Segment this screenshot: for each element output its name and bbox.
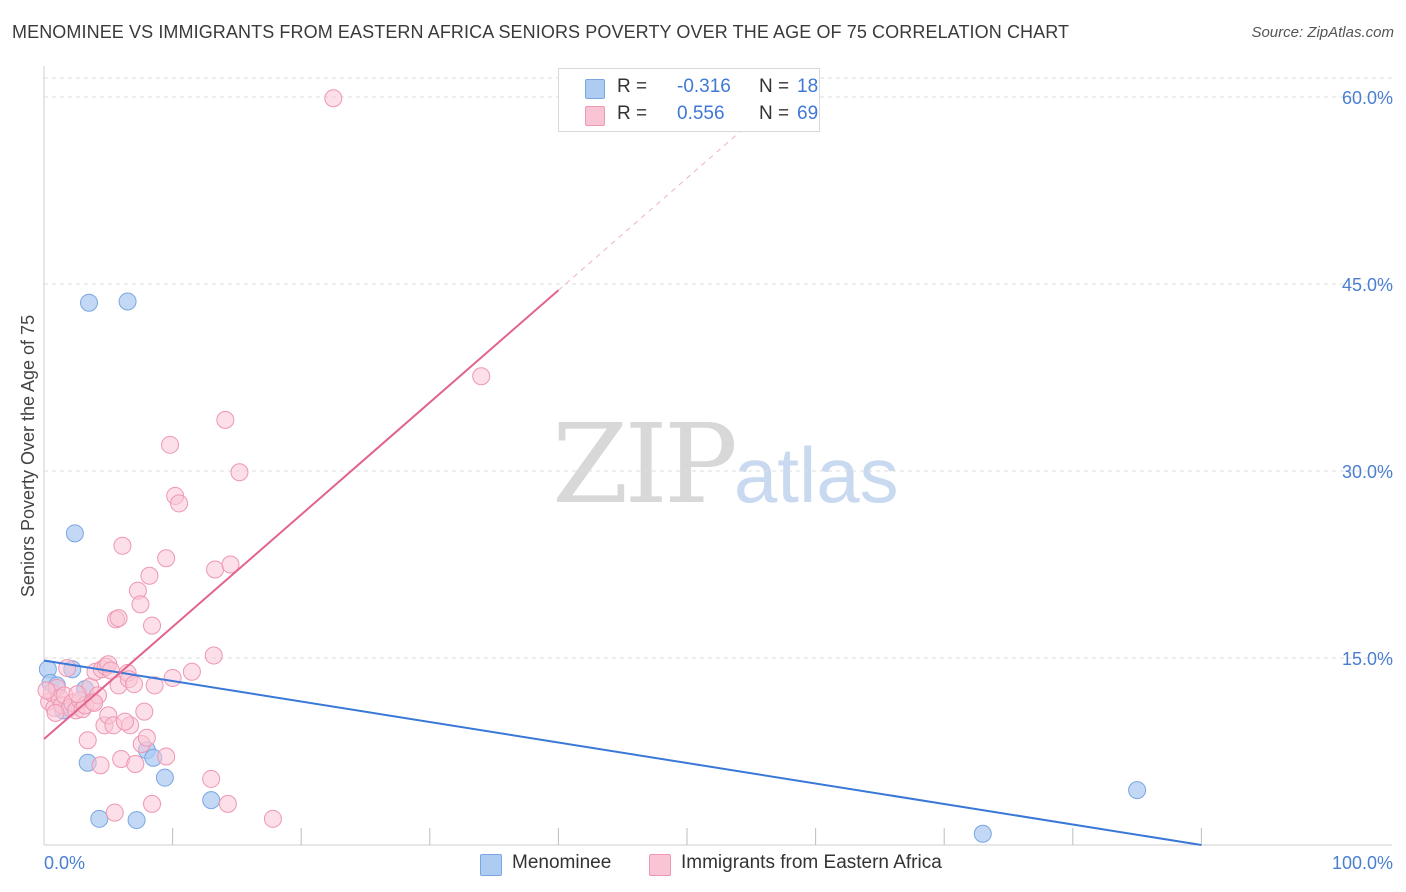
trend-line-menominee xyxy=(43,659,1202,846)
point-immigrants xyxy=(206,560,225,579)
point-immigrants xyxy=(472,367,491,386)
point-immigrants xyxy=(157,747,176,766)
point-immigrants xyxy=(126,754,145,773)
point-immigrants xyxy=(263,809,282,828)
legend-n-value: 18 xyxy=(797,76,819,97)
point-immigrants xyxy=(218,794,237,813)
point-immigrants xyxy=(37,681,56,700)
chart-title: MENOMINEE VS IMMIGRANTS FROM EASTERN AFR… xyxy=(12,22,1070,42)
point-immigrants xyxy=(113,536,132,555)
point-immigrants xyxy=(143,616,162,635)
point-menominee xyxy=(202,791,221,810)
point-menominee xyxy=(127,811,146,830)
point-immigrants xyxy=(131,595,150,614)
point-immigrants xyxy=(157,549,176,568)
point-menominee xyxy=(65,524,84,543)
axes xyxy=(43,66,1392,846)
correlation-legend: R = -0.316 N = 18 R = 0.556 N = 69 xyxy=(558,68,820,132)
data-points xyxy=(37,89,1147,843)
point-menominee xyxy=(118,292,137,311)
point-immigrants xyxy=(221,555,240,574)
point-immigrants xyxy=(170,494,189,513)
point-immigrants xyxy=(230,463,249,482)
point-immigrants xyxy=(68,685,87,704)
point-immigrants xyxy=(137,728,156,747)
point-immigrants xyxy=(145,676,164,695)
point-immigrants xyxy=(216,410,235,429)
legend-r-label: R = xyxy=(617,103,648,124)
point-menominee xyxy=(155,768,174,787)
point-menominee xyxy=(973,824,992,843)
point-immigrants xyxy=(46,703,65,722)
point-immigrants xyxy=(91,756,110,775)
point-immigrants xyxy=(143,794,162,813)
point-immigrants xyxy=(202,769,221,788)
watermark-zip: ZIP xyxy=(552,400,738,528)
point-immigrants xyxy=(85,693,104,712)
y-tick-label: 15.0% xyxy=(1342,649,1393,669)
trend-line-immigrants xyxy=(43,289,560,740)
y-tick-label: 60.0% xyxy=(1342,88,1393,108)
legend-n-label: N = xyxy=(759,76,790,97)
legend-r-value: 0.556 xyxy=(677,103,725,124)
point-immigrants xyxy=(78,731,97,750)
gridlines xyxy=(44,77,1392,659)
point-immigrants xyxy=(125,675,144,694)
trend-lines xyxy=(43,121,1202,846)
y-tick-label: 30.0% xyxy=(1342,462,1393,482)
point-immigrants xyxy=(324,89,343,108)
point-immigrants xyxy=(161,435,180,454)
bottom-legend-swatch-menominee xyxy=(480,854,502,876)
point-immigrants xyxy=(204,646,223,665)
legend-r-value: -0.316 xyxy=(677,76,731,97)
watermark-atlas: atlas xyxy=(733,431,899,519)
point-immigrants xyxy=(163,668,182,687)
y-axis-label: Seniors Poverty Over the Age of 75 xyxy=(18,315,38,597)
bottom-legend-label: Immigrants from Eastern Africa xyxy=(681,852,942,873)
trend-line-immigrants-extension xyxy=(558,121,752,291)
point-immigrants xyxy=(109,609,128,628)
legend-swatch-immigrants xyxy=(585,106,605,126)
legend-r-label: R = xyxy=(617,76,648,97)
point-menominee xyxy=(90,809,109,828)
x-tick-label: 100.0% xyxy=(1332,853,1393,873)
point-immigrants xyxy=(182,662,201,681)
legend-swatch-menominee xyxy=(585,79,605,99)
bottom-legend-swatch-immigrants xyxy=(649,854,671,876)
point-immigrants xyxy=(105,803,124,822)
point-immigrants xyxy=(116,712,135,731)
source-label: Source: ZipAtlas.com xyxy=(1251,24,1394,41)
point-menominee xyxy=(1128,781,1147,800)
point-immigrants xyxy=(58,658,77,677)
tick-labels: 15.0% 30.0% 45.0% 60.0% 0.0% 100.0% xyxy=(44,88,1393,873)
legend-n-label: N = xyxy=(759,103,790,124)
y-tick-label: 45.0% xyxy=(1342,275,1393,295)
legend-n-value: 69 xyxy=(797,103,819,124)
point-menominee xyxy=(80,293,99,312)
point-immigrants xyxy=(135,702,154,721)
point-immigrants xyxy=(140,566,159,585)
watermark: ZIPatlas xyxy=(552,400,899,528)
bottom-legend-label: Menominee xyxy=(512,852,612,873)
x-tick-label: 0.0% xyxy=(44,853,85,873)
